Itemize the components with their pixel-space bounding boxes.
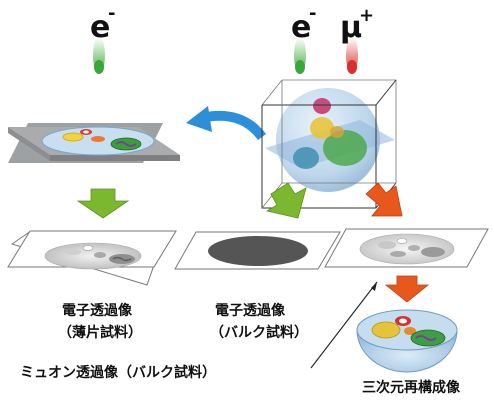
orange-arrow-reconstruction	[384, 275, 430, 303]
thin-section-slab	[8, 123, 180, 163]
projection-muon	[324, 228, 489, 268]
caption-thin-electron-line1: 電子透過像	[62, 303, 132, 319]
green-arrow-left	[76, 188, 130, 219]
green-arrow-middle	[265, 182, 307, 219]
muon-beam	[346, 37, 358, 74]
electron-label-left: e	[90, 10, 110, 45]
projection-thin-electron	[7, 230, 177, 286]
muon-plus: +	[359, 5, 374, 26]
electron-minus-left: -	[108, 3, 115, 24]
caption-muon: ミュオン透過像（バルク試料）	[20, 365, 216, 381]
callout-lines	[310, 281, 378, 369]
projection-bulk-electron	[174, 231, 341, 270]
electron-label-right: e	[291, 10, 311, 45]
electron-beam-left	[93, 37, 105, 74]
caption-reconstruction: 三次元再構成像	[362, 380, 460, 396]
reconstruction-bowl	[356, 309, 458, 373]
orange-arrow-right	[365, 182, 403, 217]
electron-minus-right: -	[309, 3, 316, 24]
electron-beam-right	[294, 37, 306, 74]
muon-label: μ	[340, 10, 362, 45]
sample-cube	[261, 79, 397, 209]
caption-bulk-electron-line1: 電子透過像	[215, 303, 285, 319]
caption-thin-electron-line2: （薄片試料）	[58, 325, 142, 341]
blue-arrow	[186, 106, 267, 141]
caption-bulk-electron-line2: （バルク試料）	[210, 325, 308, 341]
